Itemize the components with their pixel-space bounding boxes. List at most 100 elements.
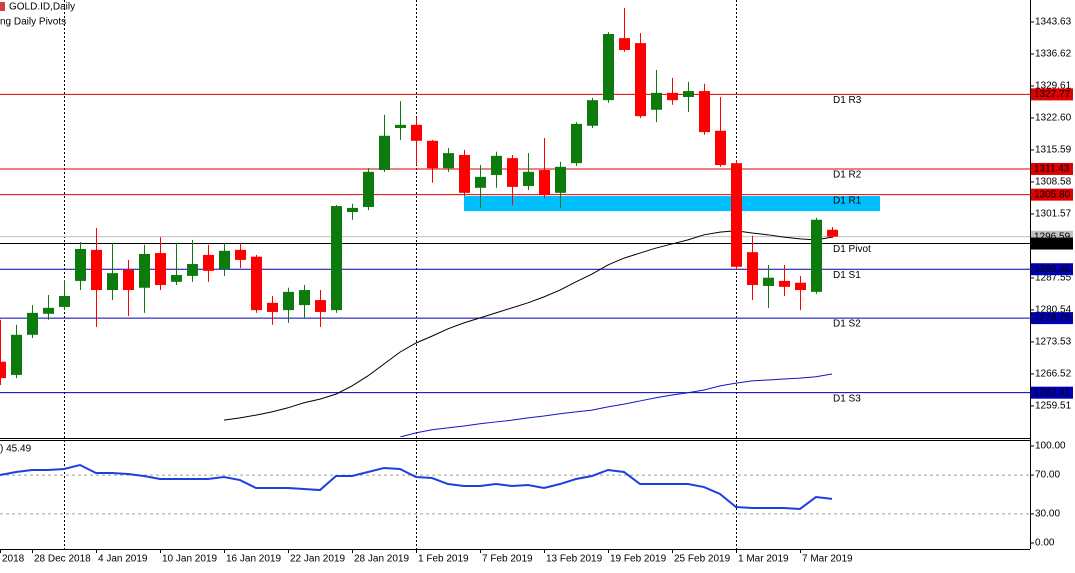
y-tick-label: 1266.52 xyxy=(1035,369,1072,380)
overlay: 1343.63 1336.62 1329.61 1322.60 1315.59 1308.… xyxy=(0,17,1073,565)
y-tick-label: 1259.51 xyxy=(1035,401,1072,412)
pivot-name: D1 R1 xyxy=(833,195,862,206)
candle-body xyxy=(427,140,438,169)
rsi-tick-label: 0.00 xyxy=(1035,538,1055,549)
pivot-label: 1262.41 xyxy=(1034,387,1071,398)
candle-body xyxy=(59,295,70,307)
candle-body xyxy=(219,250,230,270)
rsi-tick-label: 30.00 xyxy=(1035,509,1060,520)
y-tick-label: 1343.63 xyxy=(1035,17,1072,28)
candle-body xyxy=(523,171,534,186)
candle-body xyxy=(267,302,278,312)
candle-body xyxy=(0,361,6,379)
candle-body xyxy=(667,92,678,101)
candle-body xyxy=(107,273,118,291)
candle-body xyxy=(395,124,406,129)
candle-body xyxy=(475,176,486,188)
candle-body xyxy=(507,158,518,187)
axes xyxy=(0,0,1031,550)
pivot-name: D1 S1 xyxy=(833,270,861,281)
candle-body xyxy=(603,34,614,101)
x-tick-label: 2018 xyxy=(2,554,25,565)
chart-title: GOLD.ID,Daily xyxy=(9,2,75,13)
pivot-name: D1 S2 xyxy=(833,319,861,330)
candle-body xyxy=(347,207,358,212)
x-tick-label: 16 Jan 2019 xyxy=(226,554,281,565)
candle-body xyxy=(571,123,582,164)
candle-body xyxy=(763,277,774,286)
candle-body xyxy=(491,155,502,176)
x-tick-label: 1 Feb 2019 xyxy=(418,554,469,565)
candle-body xyxy=(123,269,134,291)
moving-average xyxy=(223,230,833,421)
bid-label: 1296.59 xyxy=(1034,231,1071,242)
candle-body xyxy=(539,170,550,196)
candle-body xyxy=(411,124,422,141)
pivot-label-box xyxy=(1031,188,1073,201)
indicator-title: ng Daily Pivots xyxy=(0,17,66,28)
x-tick-label: 22 Jan 2019 xyxy=(290,554,345,565)
pivot-label: 1289.46 xyxy=(1034,264,1071,275)
period-separators xyxy=(64,0,737,549)
candle-body xyxy=(587,100,598,126)
candle-body xyxy=(331,206,342,311)
candle-body xyxy=(699,91,710,133)
y-tick-label: 1280.54 xyxy=(1035,305,1072,316)
y-tick-label: 1315.59 xyxy=(1035,145,1072,156)
candle-body xyxy=(379,135,390,171)
pivot-label-box xyxy=(1031,237,1073,250)
candle-body xyxy=(459,154,470,193)
candle-body xyxy=(203,254,214,271)
rsi-pane xyxy=(0,463,1030,515)
x-tick-label: 4 Jan 2019 xyxy=(98,554,148,565)
x-tick-label: 7 Feb 2019 xyxy=(482,554,533,565)
pivot-name: D1 Pivot xyxy=(833,244,871,255)
x-tick-label: 7 Mar 2019 xyxy=(802,554,853,565)
candle-body xyxy=(651,92,662,110)
candle-body xyxy=(155,253,166,286)
candle-body xyxy=(315,300,326,312)
candle-body xyxy=(11,334,22,375)
rsi-line xyxy=(0,463,833,510)
pivot-label-box xyxy=(1031,162,1073,175)
x-tick-label: 28 Dec 2018 xyxy=(34,554,91,565)
candle-body xyxy=(43,307,54,314)
pivot-label: 1327.77 xyxy=(1034,89,1071,100)
candle-body xyxy=(139,253,150,288)
pivot-label-box xyxy=(1031,263,1073,276)
candle-body xyxy=(683,91,694,97)
y-tick-label: 1308.58 xyxy=(1035,177,1072,188)
candle-body xyxy=(251,256,262,311)
y-tick-label: 1301.57 xyxy=(1035,209,1072,220)
x-tick-label: 28 Jan 2019 xyxy=(354,554,409,565)
pivot-label: 1311.43 xyxy=(1034,164,1070,175)
zone xyxy=(464,196,880,212)
candle-body xyxy=(795,282,806,291)
candle-body xyxy=(555,166,566,193)
pivot-name: D1 R3 xyxy=(833,95,862,106)
candle-body xyxy=(731,163,742,267)
rsi-title: ) 45.49 xyxy=(0,444,32,455)
candle-body xyxy=(75,248,86,281)
pivot-name: D1 S3 xyxy=(833,393,861,404)
pivot-label: 1278.75 xyxy=(1034,313,1071,324)
x-tick-label: 1 Mar 2019 xyxy=(738,554,789,565)
candle-body xyxy=(299,290,310,306)
pivot-name: D1 R2 xyxy=(833,170,862,181)
candle-body xyxy=(91,249,102,291)
candle-body xyxy=(283,291,294,311)
pivot-label-box xyxy=(1031,312,1073,325)
pivot-label: 1295.09 xyxy=(1034,238,1071,249)
price-pane xyxy=(0,7,1030,437)
pivot-label: 1305.80 xyxy=(1034,189,1071,200)
y-tick-label: 1336.62 xyxy=(1035,49,1072,60)
candle-body xyxy=(27,312,38,335)
y-tick-label: 1322.60 xyxy=(1035,113,1072,124)
symbol-icon xyxy=(0,2,5,11)
pivot-label-box xyxy=(1031,386,1073,399)
candle-body xyxy=(827,229,838,237)
candle-body xyxy=(619,38,630,50)
rsi-tick-label: 100.00 xyxy=(1035,441,1066,452)
